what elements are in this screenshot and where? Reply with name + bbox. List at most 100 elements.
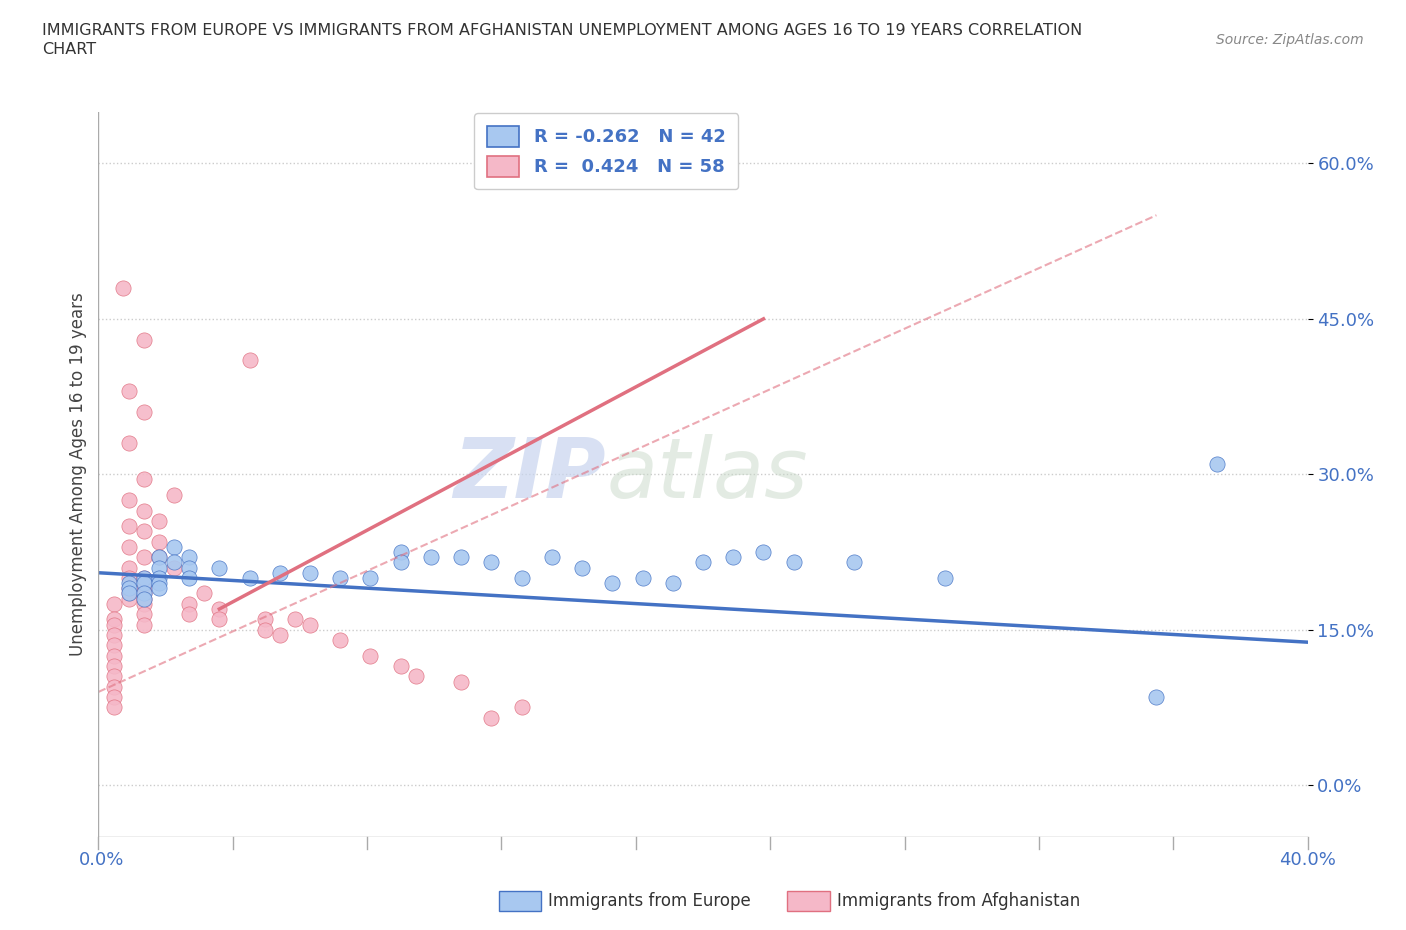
- Text: 40.0%: 40.0%: [1279, 851, 1336, 869]
- Point: [103, 618, 125, 632]
- Point: [193, 586, 215, 601]
- Point: [299, 618, 322, 632]
- Point: [118, 591, 141, 606]
- Point: [177, 560, 201, 575]
- Point: [132, 332, 155, 347]
- Point: [239, 352, 262, 367]
- Point: [177, 596, 201, 611]
- Point: [148, 513, 170, 528]
- Point: [148, 570, 170, 585]
- Text: atlas: atlas: [606, 433, 808, 515]
- Point: [132, 472, 155, 487]
- Point: [103, 638, 125, 653]
- Point: [118, 581, 141, 596]
- Point: [299, 565, 322, 580]
- Text: 0.0%: 0.0%: [79, 851, 124, 869]
- Point: [132, 581, 155, 596]
- Point: [253, 612, 276, 627]
- Point: [118, 539, 141, 554]
- Point: [103, 690, 125, 705]
- Point: [103, 679, 125, 694]
- Point: [132, 550, 155, 565]
- Point: [782, 555, 804, 570]
- Point: [481, 711, 503, 725]
- Point: [118, 493, 141, 508]
- Point: [118, 384, 141, 399]
- Point: [103, 700, 125, 715]
- Text: CHART: CHART: [42, 42, 96, 57]
- Point: [132, 591, 155, 606]
- Point: [844, 555, 866, 570]
- Point: [118, 586, 141, 601]
- Point: [405, 669, 427, 684]
- Point: [132, 503, 155, 518]
- Point: [934, 570, 956, 585]
- Point: [103, 658, 125, 673]
- Point: [132, 591, 155, 606]
- Point: [103, 628, 125, 643]
- Point: [269, 628, 291, 643]
- Point: [481, 555, 503, 570]
- Point: [163, 539, 186, 554]
- Point: [118, 519, 141, 534]
- Point: [148, 581, 170, 596]
- Point: [163, 555, 186, 570]
- Point: [360, 570, 382, 585]
- Point: [163, 560, 186, 575]
- Point: [177, 606, 201, 621]
- Point: [208, 560, 231, 575]
- Point: [103, 612, 125, 627]
- Text: ZIP: ZIP: [454, 433, 606, 515]
- Point: [103, 648, 125, 663]
- Point: [1144, 690, 1167, 705]
- Point: [132, 586, 155, 601]
- Point: [132, 576, 155, 591]
- Point: [118, 586, 141, 601]
- Point: [239, 570, 262, 585]
- Point: [118, 436, 141, 451]
- Point: [269, 565, 291, 580]
- Point: [132, 570, 155, 585]
- Point: [253, 622, 276, 637]
- Point: [721, 550, 744, 565]
- Text: Source: ZipAtlas.com: Source: ZipAtlas.com: [1216, 33, 1364, 46]
- Point: [602, 576, 624, 591]
- Text: IMMIGRANTS FROM EUROPE VS IMMIGRANTS FROM AFGHANISTAN UNEMPLOYMENT AMONG AGES 16: IMMIGRANTS FROM EUROPE VS IMMIGRANTS FRO…: [42, 23, 1083, 38]
- Point: [329, 570, 352, 585]
- Point: [1206, 457, 1229, 472]
- Point: [132, 618, 155, 632]
- Point: [208, 602, 231, 617]
- Text: Immigrants from Afghanistan: Immigrants from Afghanistan: [837, 892, 1080, 910]
- Point: [118, 581, 141, 596]
- Point: [450, 674, 472, 689]
- Point: [177, 570, 201, 585]
- Legend: R = -0.262   N = 42, R =  0.424   N = 58: R = -0.262 N = 42, R = 0.424 N = 58: [474, 113, 738, 190]
- Point: [132, 596, 155, 611]
- Point: [148, 576, 170, 591]
- Point: [450, 550, 472, 565]
- Point: [132, 586, 155, 601]
- Point: [631, 570, 654, 585]
- Point: [360, 648, 382, 663]
- Point: [118, 570, 141, 585]
- Point: [163, 487, 186, 502]
- Point: [752, 545, 775, 560]
- Point: [389, 545, 412, 560]
- Point: [661, 576, 683, 591]
- Y-axis label: Unemployment Among Ages 16 to 19 years: Unemployment Among Ages 16 to 19 years: [69, 292, 87, 657]
- Point: [132, 405, 155, 419]
- Point: [118, 576, 141, 591]
- Point: [103, 596, 125, 611]
- Point: [132, 606, 155, 621]
- Point: [208, 612, 231, 627]
- Point: [419, 550, 441, 565]
- Point: [118, 560, 141, 575]
- Point: [132, 570, 155, 585]
- Point: [389, 555, 412, 570]
- Point: [177, 550, 201, 565]
- Point: [510, 700, 533, 715]
- Point: [540, 550, 562, 565]
- Point: [329, 632, 352, 647]
- Point: [132, 524, 155, 538]
- Point: [571, 560, 593, 575]
